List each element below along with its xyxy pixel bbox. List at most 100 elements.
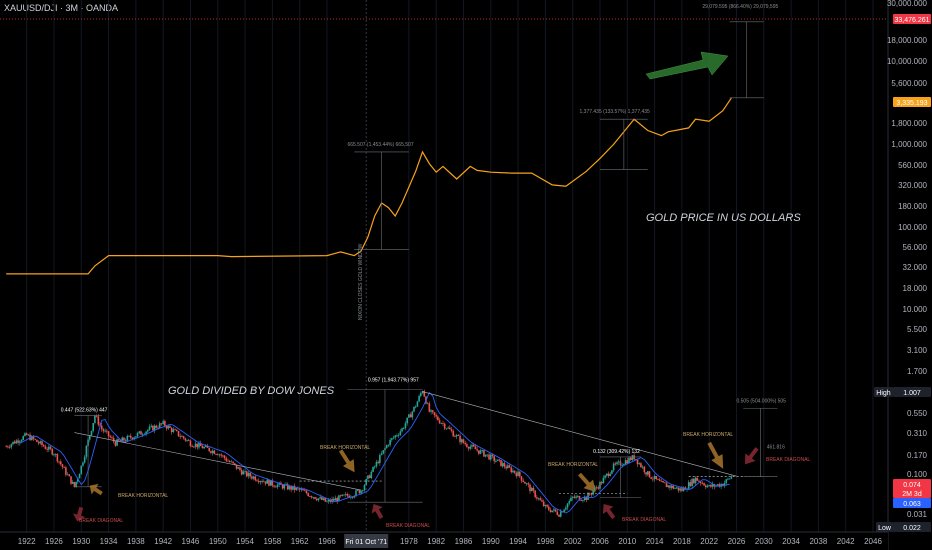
ratio-candle-body	[375, 461, 378, 467]
ratio-candle-body	[205, 445, 207, 447]
ratio-candle-body	[230, 461, 233, 463]
ratio-candle-body	[147, 429, 149, 432]
ratio-candle-body	[694, 477, 697, 484]
ratio-candle-body	[418, 395, 420, 402]
price-badge-label: 1.007	[903, 390, 921, 397]
ratio-measure-future	[743, 408, 778, 477]
price-badge: Low	[876, 522, 893, 532]
ratio-candle-body	[68, 474, 71, 477]
ratio-measure-label: 0.132 (309.42%) 132	[593, 449, 640, 455]
ratio-candle-body	[44, 446, 47, 449]
time-tick-label: 2046	[864, 537, 882, 546]
arrow-shape	[707, 441, 724, 469]
ratio-candle-body	[131, 437, 134, 440]
ratio-candle-body	[201, 446, 204, 449]
ratio-candle-body	[303, 490, 306, 492]
time-scale: 1922 1926 1930 1934 1938 1942 1946 1950 1954 1958…	[0, 531, 888, 550]
ratio-candle-body	[269, 480, 272, 486]
price-badge-label: 3,335.193	[896, 100, 927, 107]
ratio-candle-body	[445, 428, 448, 430]
break-diagonal-label: BREAK DIAGONAL	[622, 517, 666, 523]
ratio-candle-body	[53, 454, 55, 456]
ratio-candle-body	[399, 431, 402, 436]
ratio-candle-body	[667, 485, 670, 488]
ratio-candle-body	[513, 470, 516, 473]
price-tick-label: 0.100	[907, 470, 928, 479]
price-tick-label: 3.100	[907, 346, 928, 355]
ratio-candle-body	[525, 483, 528, 485]
ratio-candle-body	[408, 414, 410, 418]
price-tick-label: 320.000	[898, 181, 927, 190]
price-tick-label: 180.000	[898, 202, 927, 211]
ratio-candle-body	[346, 494, 349, 496]
time-cursor-label: Fri 01 Oct '71	[345, 539, 387, 546]
ratio-candle-body	[689, 482, 692, 486]
ratio-candle-body	[218, 454, 221, 456]
time-tick-label: 1934	[100, 537, 118, 546]
ratio-candle-body	[111, 437, 113, 439]
ratio-candle-body	[590, 494, 593, 496]
gold-title: GOLD PRICE IN US DOLLARS	[646, 212, 801, 224]
ratio-candle-body	[681, 488, 683, 491]
ratio-candle-body	[102, 429, 105, 432]
ratio-candle-body	[512, 470, 514, 473]
ratio-candle-body	[167, 425, 170, 429]
price-badge-label: 2M 3d	[902, 491, 922, 498]
ratio-candle-body	[370, 471, 373, 479]
ratio-candle-body	[645, 472, 647, 475]
price-badge-bg	[893, 522, 931, 532]
ratio-candle-body	[515, 472, 518, 477]
arrow-shape	[72, 506, 86, 522]
ratio-candle-body	[317, 498, 320, 501]
ratio-measure-label: 0.505 (504.000%) 505	[736, 398, 786, 404]
ratio-candle-body	[140, 431, 142, 435]
break-diagonal-label: BREAK DIAGONAL	[79, 518, 123, 524]
ratio-candle-body	[148, 426, 151, 430]
ratio-candle-body	[193, 446, 195, 448]
ratio-candle-body	[160, 423, 163, 425]
ratio-candle-body	[36, 439, 38, 443]
ratio-candle-body	[128, 435, 130, 437]
symbol-title: XAUUSD/DJI · 3M · OANDA	[4, 3, 119, 13]
trend-line-diagonal	[422, 391, 737, 477]
break-arrow-red	[602, 504, 616, 520]
ratio-candle-body	[312, 497, 315, 498]
ratio-candle-body	[527, 483, 530, 485]
ratio-candle-body	[430, 410, 432, 412]
ratio-candles	[5, 389, 733, 518]
time-tick-label: 1938	[127, 537, 145, 546]
ratio-candle-body	[261, 481, 263, 482]
ratio-candle-body	[169, 425, 171, 428]
ratio-candle-body	[728, 478, 731, 480]
ratio-candle-body	[187, 440, 190, 441]
ratio-candle-body	[78, 473, 81, 479]
ratio-candle-body	[495, 461, 497, 462]
ratio-candle-body	[443, 423, 446, 429]
ratio-candle-body	[725, 479, 728, 483]
ratio-candle-body	[438, 420, 441, 424]
ratio-candle-body	[588, 493, 591, 495]
ratio-candle-body	[631, 455, 634, 461]
arrow-shape	[602, 504, 616, 520]
ratio-candle-body	[8, 447, 11, 448]
ratio-candle-body	[687, 482, 690, 489]
ratio-candle-body	[310, 496, 313, 498]
ratio-candle-body	[27, 434, 30, 436]
ratio-candle-body	[281, 484, 284, 489]
ratio-candle-body	[609, 473, 612, 477]
ratio-candle-body	[442, 423, 444, 424]
ratio-candle-body	[420, 393, 422, 396]
ratio-candle-body	[704, 485, 707, 488]
ratio-candle-body	[189, 440, 192, 447]
ratio-candle-body	[336, 498, 339, 502]
ratio-candle-body	[208, 447, 211, 452]
ratio-candle-body	[95, 415, 98, 417]
ratio-candle-body	[153, 425, 156, 431]
ratio-candle-body	[650, 477, 652, 479]
break-arrow-orange	[578, 472, 596, 493]
break-diagonal-label: BREAK DIAGONAL	[766, 457, 810, 463]
ratio-candle-body	[322, 498, 325, 500]
ratio-candle-body	[119, 440, 122, 442]
ratio-candle-body	[5, 446, 7, 448]
